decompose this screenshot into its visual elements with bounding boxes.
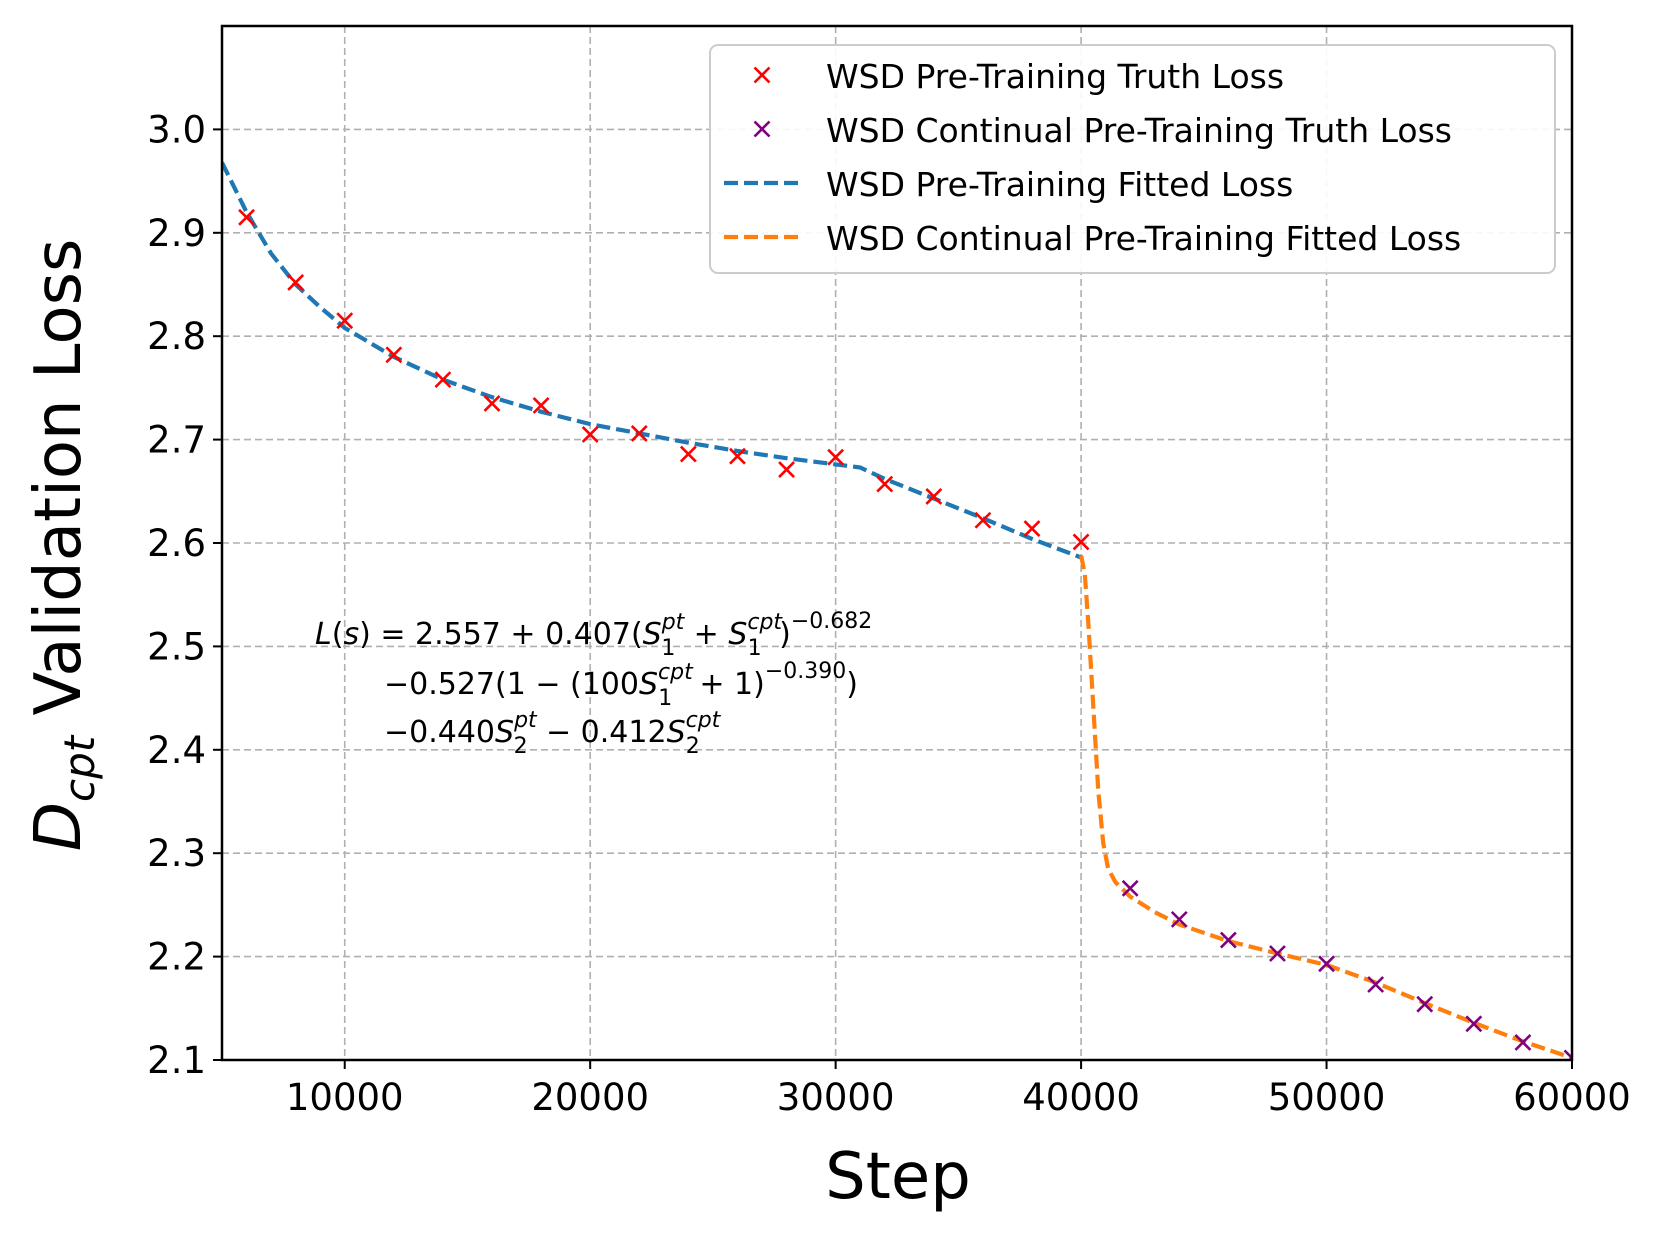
y-tick-label: 2.7 [147, 419, 206, 462]
x-tick-label: 30000 [777, 1076, 895, 1119]
x-tick-label: 40000 [1022, 1076, 1140, 1119]
data-point [679, 445, 697, 463]
data-point [581, 426, 599, 443]
legend-entry: WSD Continual Pre-Training Fitted Loss [724, 219, 1461, 258]
data-point [876, 475, 894, 493]
truth-loss-markers-0 [238, 208, 1090, 551]
legend-entry: WSD Continual Pre-Training Truth Loss [753, 111, 1452, 150]
y-tick-label: 2.2 [147, 936, 206, 979]
data-point [532, 397, 550, 414]
y-tick-label: 2.1 [147, 1039, 206, 1082]
data-point [1367, 976, 1385, 993]
legend-label: WSD Pre-Training Truth Loss [826, 57, 1284, 96]
data-point [1465, 1015, 1483, 1033]
data-point [1170, 910, 1188, 928]
loss-equation: L(s) = 2.557 + 0.407(Spt 1 + Scpt 1 )−0.68… [315, 609, 872, 759]
data-point [1121, 879, 1139, 897]
y-tick-label: 3.0 [147, 108, 206, 151]
equation-line: −0.440Spt 2 − 0.412Scpt 2 [384, 708, 722, 759]
axis-ticks: 10000 20000 30000 40000 50000 60000 2.1 2.2 2.3 2… [147, 108, 1631, 1119]
data-point [1072, 533, 1090, 551]
data-point [1416, 995, 1434, 1013]
legend-label: WSD Continual Pre-Training Truth Loss [826, 111, 1452, 150]
legend-label: WSD Continual Pre-Training Fitted Loss [826, 219, 1461, 258]
data-point [1514, 1034, 1532, 1051]
data-point [974, 511, 992, 529]
legend-box [709, 44, 1556, 274]
y-tick-label: 2.9 [147, 212, 206, 255]
data-point [483, 394, 501, 412]
data-point [630, 424, 648, 442]
data-point [1023, 520, 1041, 537]
data-point [1269, 945, 1286, 962]
x-tick-label: 10000 [286, 1076, 404, 1119]
data-point [1318, 955, 1335, 973]
y-tick-label: 2.4 [147, 729, 206, 772]
plot-series [222, 161, 1572, 1060]
fitted-loss-line-2 [222, 161, 1082, 560]
x-tick-label: 20000 [531, 1076, 649, 1119]
x-tick-label: 50000 [1268, 1076, 1386, 1119]
legend-label: WSD Pre-Training Fitted Loss [826, 165, 1293, 204]
data-point [238, 208, 255, 226]
legend: WSD Pre-Training Truth Loss WSD Continual… [709, 44, 1556, 274]
y-tick-label: 2.6 [147, 522, 206, 565]
y-tick-label: 2.3 [147, 832, 206, 875]
data-point [434, 371, 452, 389]
y-tick-label: 2.5 [147, 625, 206, 668]
y-axis-title-rest: Validation Loss [22, 239, 96, 736]
data-point [385, 346, 403, 364]
legend-entry: WSD Pre-Training Fitted Loss [724, 165, 1293, 204]
data-point [336, 312, 354, 330]
truth-loss-markers-1 [1121, 879, 1572, 1060]
legend-swatch [753, 66, 771, 84]
equation-line: L(s) = 2.557 + 0.407(Spt 1 + Scpt 1 )−0.68… [315, 609, 872, 661]
legend-entry: WSD Pre-Training Truth Loss [753, 57, 1284, 96]
data-point [1563, 1049, 1572, 1060]
y-axis-title: Dcpt Validation Loss [22, 239, 104, 852]
data-point [287, 274, 305, 291]
legend-swatch [753, 120, 771, 138]
data-point [925, 488, 943, 505]
data-point [1219, 931, 1237, 949]
y-axis-title-subscript: cpt [55, 734, 104, 802]
data-point [778, 461, 795, 479]
y-tick-label: 2.8 [147, 315, 206, 358]
data-point [827, 448, 845, 466]
y-axis-title-main: D [22, 802, 96, 851]
data-point [729, 447, 746, 465]
x-axis-title: Step [825, 1140, 971, 1214]
x-tick-label: 60000 [1513, 1076, 1631, 1119]
